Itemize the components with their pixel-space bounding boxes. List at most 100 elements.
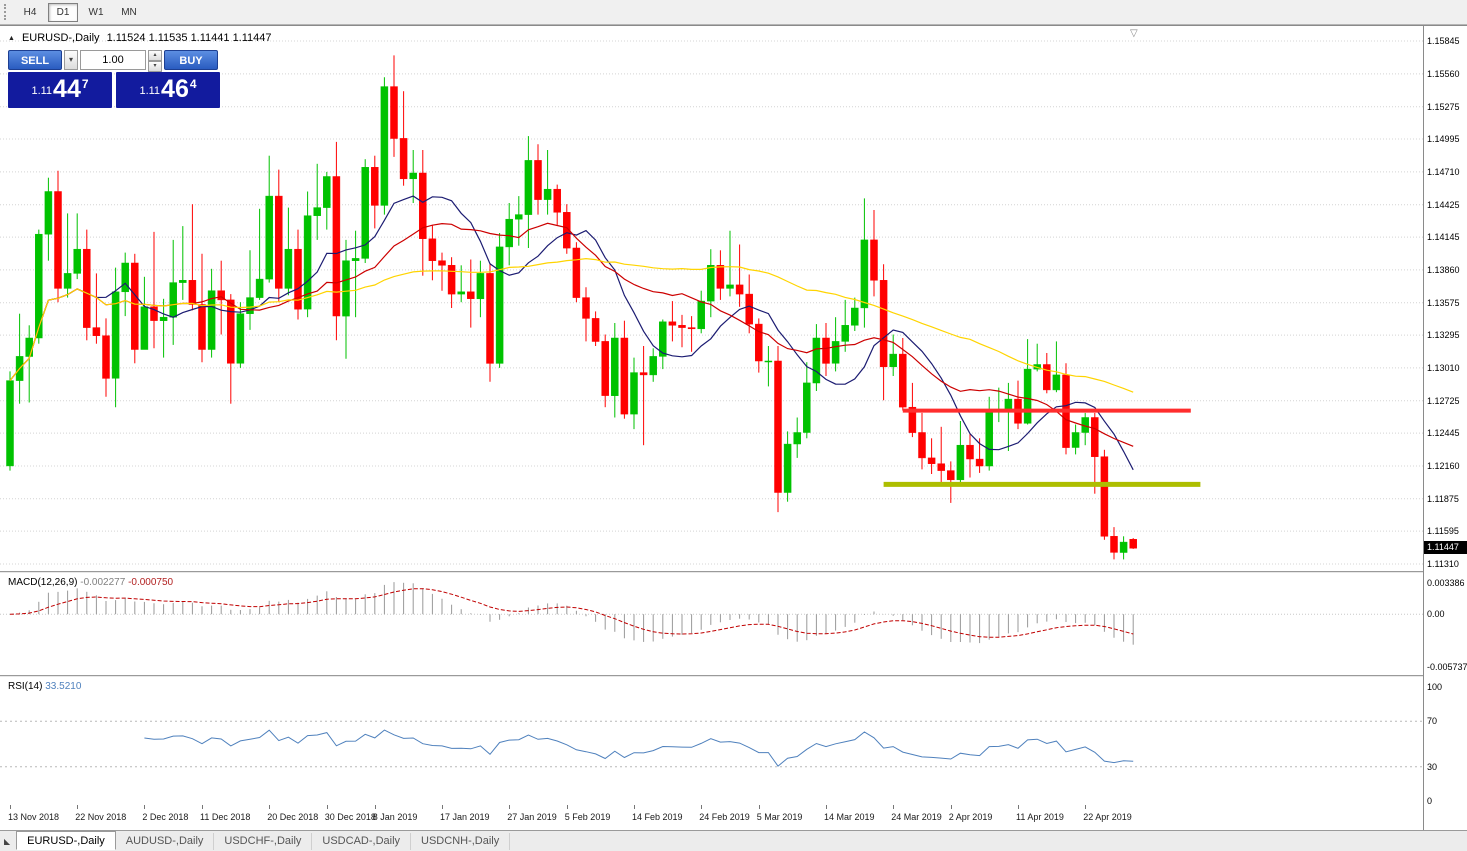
grid-lines bbox=[0, 40, 1423, 565]
symbol-label: EURUSD-,Daily bbox=[21, 32, 100, 44]
rsi-indicator-label: RSI(14) 33.5210 bbox=[8, 681, 81, 692]
pane-separator-macd[interactable] bbox=[0, 571, 1467, 573]
time-axis-label: 27 Jan 2019 bbox=[507, 812, 557, 822]
chart-tab[interactable]: USDCNH-,Daily bbox=[411, 832, 511, 850]
price-axis-label: 1.13860 bbox=[1427, 264, 1460, 275]
price-axis-label: 1.15275 bbox=[1427, 101, 1460, 112]
time-axis-label: 5 Mar 2019 bbox=[756, 812, 803, 822]
time-axis-label: 2 Dec 2018 bbox=[142, 812, 189, 822]
price-axis-label: 1.13010 bbox=[1427, 362, 1460, 373]
rsi-line bbox=[144, 729, 1134, 767]
time-axis-label: 2 Apr 2019 bbox=[948, 812, 993, 822]
macd-pane-canvas[interactable] bbox=[0, 573, 1423, 675]
chart-area[interactable]: 1.15845 1.15560 1.15275 1.14995 1.14710 1.144… bbox=[0, 25, 1467, 831]
time-axis-label: 22 Nov 2018 bbox=[75, 812, 127, 822]
rsi-axis-label: 100 bbox=[1427, 682, 1443, 692]
timeframe-button-mn[interactable]: MN bbox=[121, 6, 137, 18]
time-axis-label: 22 Apr 2019 bbox=[1083, 812, 1132, 822]
volume-input[interactable] bbox=[80, 50, 146, 70]
time-axis-tick bbox=[701, 805, 703, 809]
volume-dropdown-icon[interactable]: ▾ bbox=[64, 50, 78, 70]
buy-price-button[interactable]: 1.11 46 4 bbox=[116, 72, 220, 108]
price-axis-label: 1.13295 bbox=[1427, 330, 1460, 341]
rsi-axis-label: 0 bbox=[1427, 796, 1433, 806]
price-axis-label: 1.14710 bbox=[1427, 166, 1460, 177]
sell-button[interactable]: SELL bbox=[8, 50, 62, 70]
time-axis-label: 14 Mar 2019 bbox=[824, 812, 875, 822]
rsi-pane-canvas[interactable] bbox=[0, 677, 1423, 805]
volume-spinner: ▴ ▾ bbox=[148, 50, 162, 72]
sell-price-button[interactable]: 1.11 44 7 bbox=[8, 72, 112, 108]
macd-signal-value: -0.000750 bbox=[128, 577, 174, 588]
buy-price-sup: 4 bbox=[189, 77, 197, 91]
timeframe-button-h4[interactable]: H4 bbox=[23, 6, 37, 18]
chart-tab[interactable]: USDCAD-,Daily bbox=[312, 832, 412, 850]
buy-button[interactable]: BUY bbox=[164, 50, 218, 70]
chart-tab[interactable]: AUDUSD-,Daily bbox=[116, 832, 215, 850]
time-axis-tick bbox=[326, 805, 328, 809]
timeframes-toolbar: H4 D1 W1 MN bbox=[0, 0, 1467, 25]
price-axis-label: 1.13575 bbox=[1427, 297, 1460, 308]
time-axis-tick bbox=[950, 805, 952, 809]
time-axis-tick bbox=[634, 805, 635, 809]
time-axis-tick bbox=[202, 805, 203, 809]
time-axis-tick bbox=[893, 805, 895, 809]
volume-increase-button[interactable]: ▴ bbox=[148, 50, 162, 61]
one-click-trading-panel: SELL ▾ ▴ ▾ BUY 1.11 44 7 1.11 46 4 bbox=[8, 50, 220, 108]
toolbar-grip[interactable] bbox=[4, 4, 11, 20]
chart-tabs: EURUSD-,Daily AUDUSD-,Daily USDCHF-,Daily U… bbox=[16, 830, 511, 850]
macd-signal-line bbox=[9, 588, 1134, 638]
timeframe-button-d1[interactable]: D1 bbox=[48, 2, 78, 22]
rsi-axis-label: 70 bbox=[1427, 716, 1438, 727]
rsi-name: RSI(14) bbox=[8, 681, 43, 692]
volume-decrease-button[interactable]: ▾ bbox=[148, 61, 162, 72]
price-axis-label: 1.14995 bbox=[1427, 134, 1460, 145]
price-axis-label: 1.11310 bbox=[1427, 559, 1459, 569]
buy-price-big: 46 bbox=[161, 75, 189, 103]
time-axis-tick bbox=[826, 805, 827, 809]
collapse-icon[interactable]: ▲ bbox=[8, 34, 15, 42]
chart-tab[interactable]: USDCHF-,Daily bbox=[214, 832, 313, 850]
macd-histogram bbox=[19, 582, 1134, 645]
time-axis-tick bbox=[442, 805, 443, 809]
time-axis-label: 20 Dec 2018 bbox=[267, 812, 319, 822]
price-axis-label: 1.15560 bbox=[1427, 68, 1460, 79]
time-axis-label: 17 Jan 2019 bbox=[440, 812, 490, 822]
price-axis-label: 1.15845 bbox=[1427, 36, 1460, 46]
macd-indicator-label: MACD(12,26,9) -0.002277 -0.000750 bbox=[8, 577, 173, 588]
price-axis-label: 1.11875 bbox=[1427, 493, 1459, 504]
time-axis-tick bbox=[1018, 805, 1019, 809]
time-axis-tick bbox=[374, 805, 376, 809]
time-axis: 13 Nov 2018 22 Nov 2018 2 Dec 2018 11 Dec 2… bbox=[0, 805, 1423, 831]
pane-separator-rsi[interactable] bbox=[0, 675, 1467, 677]
chart-tab[interactable]: EURUSD-,Daily bbox=[16, 830, 116, 850]
sell-price-base: 1.11 bbox=[31, 85, 53, 97]
time-axis-tick bbox=[144, 805, 146, 809]
ohlc-values: 1.11524 1.11535 1.11441 1.11447 bbox=[106, 32, 272, 44]
main-chart-canvas[interactable] bbox=[0, 26, 1423, 571]
time-axis-label: 11 Apr 2019 bbox=[1016, 812, 1064, 822]
time-axis-label: 30 Dec 2018 bbox=[324, 812, 376, 822]
time-axis-label: 5 Feb 2019 bbox=[564, 812, 611, 822]
chart-tab-bar: ◣ EURUSD-,Daily AUDUSD-,Daily USDCHF-,Dail… bbox=[0, 830, 1467, 851]
price-axis-label: 1.14425 bbox=[1427, 199, 1460, 210]
current-price-tag: 1.11447 bbox=[1424, 541, 1467, 554]
sell-price-sup: 7 bbox=[81, 77, 89, 91]
candles bbox=[6, 55, 1137, 560]
time-axis-label: 24 Mar 2019 bbox=[891, 812, 942, 822]
price-axis-label: 1.11595 bbox=[1427, 526, 1459, 537]
timeframe-group: H4 D1 W1 MN bbox=[15, 2, 144, 22]
timeframe-button-w1[interactable]: W1 bbox=[88, 6, 104, 18]
macd-axis-label: 0.003386 bbox=[1427, 578, 1465, 588]
time-axis-tick bbox=[758, 805, 760, 809]
time-axis-tick bbox=[269, 805, 271, 809]
time-axis-tick bbox=[77, 805, 79, 809]
macd-axis-label: 0.00 bbox=[1427, 609, 1445, 620]
tab-corner-icon: ◣ bbox=[4, 836, 11, 846]
ma-20-line bbox=[9, 222, 1134, 447]
scroll-position-marker-icon[interactable]: ▽ bbox=[1130, 28, 1138, 39]
ma-10-line bbox=[9, 195, 1134, 471]
ma-50-line bbox=[9, 257, 1134, 393]
time-axis-tick bbox=[566, 805, 568, 809]
time-axis-tick bbox=[509, 805, 511, 809]
